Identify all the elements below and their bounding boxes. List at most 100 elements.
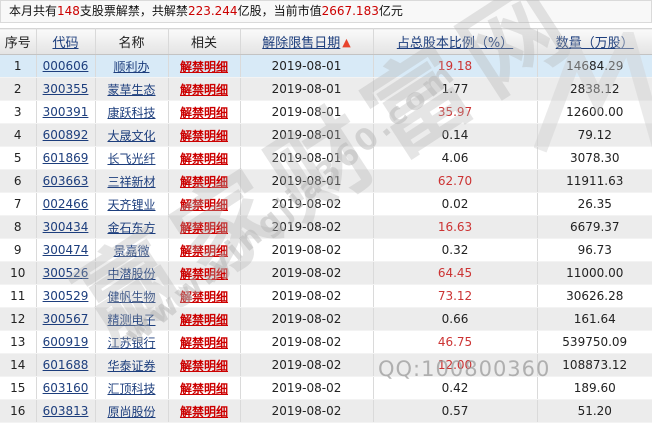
row-index: 2: [13, 82, 22, 96]
stock-code-link[interactable]: 300526: [42, 266, 89, 280]
stock-name-cell: 顺利办: [95, 54, 169, 78]
stock-code-link[interactable]: 300391: [42, 105, 89, 119]
stock-code-link[interactable]: 300567: [42, 312, 89, 326]
unlock-date-cell: 2019-08-02: [240, 215, 374, 239]
stock-name-link[interactable]: 精测电子: [107, 312, 156, 327]
stock-code-link[interactable]: 300355: [42, 82, 89, 96]
stock-name-link[interactable]: 原尚股份: [107, 404, 156, 419]
unlock-date: 2019-08-02: [271, 266, 342, 280]
unlock-date-cell: 2019-08-01: [240, 100, 374, 124]
related-cell: 解禁明细: [168, 238, 241, 262]
stock-name-link[interactable]: 长飞光纤: [107, 151, 156, 166]
stock-code-link[interactable]: 603160: [42, 381, 89, 395]
column-header-ratio-link[interactable]: 占总股本比例（%）: [396, 36, 514, 51]
stock-code-link[interactable]: 603813: [42, 404, 89, 418]
unlock-date-cell: 2019-08-01: [240, 169, 374, 193]
unlock-date-cell: 2019-08-02: [240, 307, 374, 331]
ratio-cell: 0.66: [373, 307, 538, 331]
table-row: 9 300474 景嘉微 解禁明细 2019-08-02 0.32 96.73: [0, 238, 652, 262]
stock-code-link[interactable]: 600919: [42, 335, 89, 349]
column-header-code-link[interactable]: 代码: [52, 36, 79, 51]
ratio-value: 73.12: [437, 289, 473, 303]
ratio-cell: 64.45: [373, 261, 538, 285]
ratio-value: 0.02: [441, 197, 469, 211]
ratio-value: 0.32: [441, 243, 469, 257]
stock-code-link[interactable]: 300529: [42, 289, 89, 303]
row-index: 8: [13, 220, 22, 234]
stock-name-link[interactable]: 大晟文化: [107, 128, 156, 143]
unlock-detail-link[interactable]: 解禁明细: [179, 335, 228, 350]
unlock-detail-link[interactable]: 解禁明细: [179, 266, 228, 281]
row-index: 7: [13, 197, 22, 211]
stock-code-link[interactable]: 603663: [42, 174, 89, 188]
unlock-detail-link[interactable]: 解禁明细: [179, 381, 228, 396]
sort-ascending-icon[interactable]: ▲: [342, 36, 351, 49]
summary-number: 148: [57, 4, 80, 18]
quantity-cell: 6679.37: [537, 215, 652, 239]
stock-name-link[interactable]: 汇顶科技: [107, 381, 156, 396]
stock-code-link[interactable]: 601869: [42, 151, 89, 165]
unlock-detail-link[interactable]: 解禁明细: [179, 289, 228, 304]
row-index: 12: [10, 312, 26, 326]
unlock-detail-link[interactable]: 解禁明细: [179, 174, 228, 189]
unlock-date-cell: 2019-08-02: [240, 261, 374, 285]
unlock-date-cell: 2019-08-02: [240, 399, 374, 423]
summary-bar: 本月共有148支股票解禁，共解禁223.244亿股，当前市值2667.183亿元: [0, 0, 652, 23]
stock-name-link[interactable]: 金石东方: [107, 220, 156, 235]
stock-code-link[interactable]: 601688: [42, 358, 89, 372]
quantity-value: 14684.29: [566, 59, 624, 73]
unlock-date-cell: 2019-08-02: [240, 238, 374, 262]
stock-name-link[interactable]: 中潜股份: [107, 266, 156, 281]
unlock-date-cell: 2019-08-02: [240, 284, 374, 308]
ratio-value: 0.42: [441, 381, 469, 395]
quantity-value: 2838.12: [569, 82, 620, 96]
ratio-cell: 0.42: [373, 376, 538, 400]
unlock-detail-link[interactable]: 解禁明细: [179, 151, 228, 166]
unlock-detail-link[interactable]: 解禁明细: [179, 220, 228, 235]
ratio-cell: 0.14: [373, 123, 538, 147]
unlock-detail-link[interactable]: 解禁明细: [179, 82, 228, 97]
stock-name-link[interactable]: 顺利办: [113, 59, 150, 74]
summary-number: 2667.183: [321, 4, 379, 18]
unlock-date-cell: 2019-08-01: [240, 77, 374, 101]
stock-code-cell: 300474: [36, 238, 96, 262]
stock-code-link[interactable]: 002466: [42, 197, 89, 211]
unlock-detail-link[interactable]: 解禁明细: [179, 59, 228, 74]
quantity-value: 79.12: [577, 128, 612, 142]
ratio-cell: 4.06: [373, 146, 538, 170]
stock-name-link[interactable]: 蒙草生态: [107, 82, 156, 97]
unlock-detail-link[interactable]: 解禁明细: [179, 243, 228, 258]
unlock-detail-link[interactable]: 解禁明细: [179, 105, 228, 120]
column-header-quantity-link[interactable]: 数量（万股）: [555, 36, 634, 51]
stock-name-link[interactable]: 康跃科技: [107, 105, 156, 120]
stock-name-link[interactable]: 健帆生物: [107, 289, 156, 304]
unlock-detail-link[interactable]: 解禁明细: [179, 128, 228, 143]
quantity-value: 12600.00: [566, 105, 624, 119]
stock-code-link[interactable]: 300474: [42, 243, 89, 257]
column-header-unlock-date-link[interactable]: 解除限售日期: [262, 36, 341, 51]
stock-code-link[interactable]: 300434: [42, 220, 89, 234]
stock-code-cell: 603663: [36, 169, 96, 193]
stock-code-cell: 601688: [36, 353, 96, 377]
stock-code-link[interactable]: 000606: [42, 59, 89, 73]
stock-name-link[interactable]: 三祥新材: [107, 174, 156, 189]
ratio-cell: 62.70: [373, 169, 538, 193]
row-index-cell: 8: [0, 215, 37, 239]
ratio-value: 16.63: [437, 220, 473, 234]
unlock-detail-link[interactable]: 解禁明细: [179, 312, 228, 327]
stock-name-cell: 江苏银行: [95, 330, 169, 354]
stock-name-cell: 金石东方: [95, 215, 169, 239]
stock-name-link[interactable]: 天齐锂业: [107, 197, 156, 212]
row-index-cell: 12: [0, 307, 37, 331]
stock-name-link[interactable]: 江苏银行: [107, 335, 156, 350]
stock-name-link[interactable]: 华泰证券: [107, 358, 156, 373]
row-index: 3: [13, 105, 22, 119]
row-index: 15: [10, 381, 26, 395]
stock-code-link[interactable]: 600892: [42, 128, 89, 142]
unlock-date-cell: 2019-08-01: [240, 123, 374, 147]
stock-name-link[interactable]: 景嘉微: [113, 243, 150, 258]
unlock-detail-link[interactable]: 解禁明细: [179, 358, 228, 373]
unlock-detail-link[interactable]: 解禁明细: [179, 197, 228, 212]
stock-name-cell: 中潜股份: [95, 261, 169, 285]
unlock-detail-link[interactable]: 解禁明细: [179, 404, 228, 419]
